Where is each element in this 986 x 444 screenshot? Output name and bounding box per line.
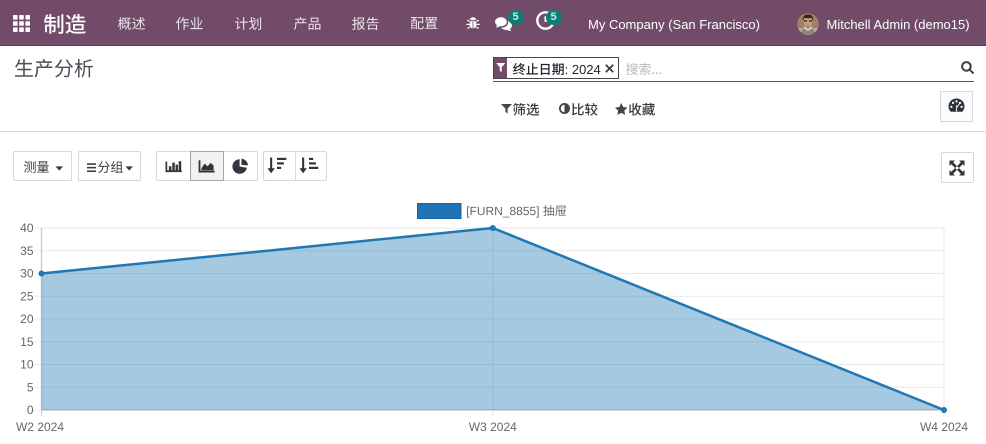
svg-text:0: 0 [27, 403, 34, 417]
svg-text:40: 40 [20, 221, 34, 235]
svg-text:W3 2024: W3 2024 [469, 420, 517, 434]
svg-text:W2 2024: W2 2024 [16, 420, 64, 434]
svg-text:15: 15 [20, 335, 34, 349]
svg-text:20: 20 [20, 312, 34, 326]
svg-text:5: 5 [27, 380, 34, 394]
svg-text:25: 25 [20, 289, 34, 303]
svg-text:W4 2024: W4 2024 [920, 420, 968, 434]
svg-text:10: 10 [20, 358, 34, 372]
svg-text:35: 35 [20, 244, 34, 258]
svg-text:30: 30 [20, 267, 34, 281]
